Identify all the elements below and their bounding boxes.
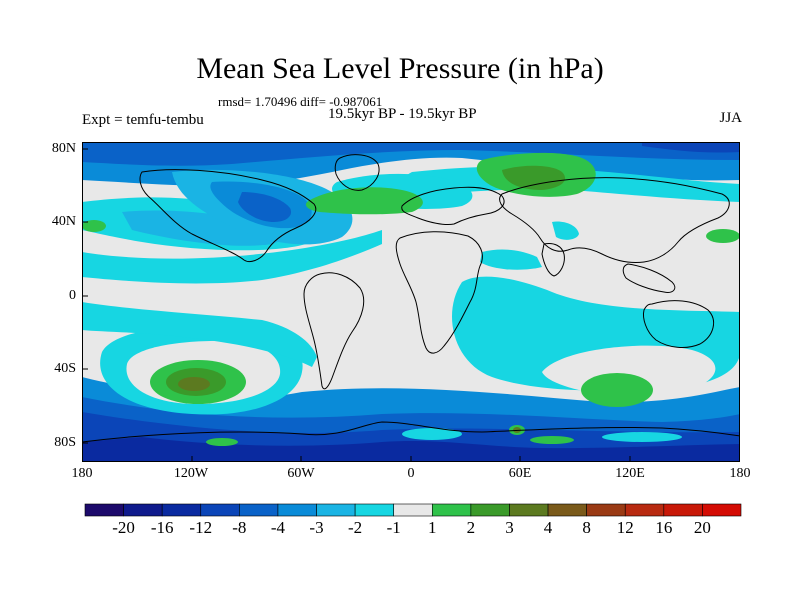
field-north-america-low xyxy=(238,192,292,222)
coastline-south-america xyxy=(303,272,365,390)
lon-tick-label: 0 xyxy=(407,466,415,481)
field-indian-ocean xyxy=(480,249,542,270)
colorbar-label: 16 xyxy=(655,518,673,537)
field-antarctic-coast xyxy=(602,432,682,442)
colorbar-label: -3 xyxy=(309,518,324,537)
colorbar-swatch xyxy=(663,503,703,517)
colorbar-label: -4 xyxy=(270,518,286,537)
colorbar-swatch xyxy=(200,503,240,517)
lat-tick-label: 80N xyxy=(51,141,76,156)
coastlines xyxy=(82,154,740,443)
colorbar-swatch xyxy=(509,503,549,517)
period-text: 19.5kyr BP - 19.5kyr BP xyxy=(328,106,477,122)
high-cell-siberia xyxy=(502,165,566,190)
colorbar-swatch xyxy=(393,503,433,517)
field-antarctic-coast xyxy=(513,427,521,433)
lon-tick-label: 120W xyxy=(173,466,209,481)
colorbar-label: -12 xyxy=(189,518,213,537)
field-arctic xyxy=(642,142,740,153)
colorbar-swatch xyxy=(239,503,279,517)
high-cell-west-pacific xyxy=(706,229,740,243)
colorbar-swatch xyxy=(316,503,356,517)
field-antarctic-coast xyxy=(402,428,462,440)
field-antarctic-coast xyxy=(206,438,238,446)
lon-tick-label: 120E xyxy=(615,466,645,481)
coastline-asia xyxy=(499,177,730,263)
colorbar-swatch xyxy=(84,503,124,517)
colorbar-swatch xyxy=(624,503,665,517)
colorbar-label: 20 xyxy=(693,518,711,537)
colorbar-label: -2 xyxy=(348,518,363,537)
colorbar-label: -16 xyxy=(150,518,174,537)
colorbar-label: 12 xyxy=(616,518,634,537)
colorbar-label: 2 xyxy=(466,518,476,537)
colorbar-swatch xyxy=(354,503,395,517)
lat-tick-label: 80S xyxy=(54,435,76,450)
colorbar-swatch xyxy=(586,503,626,517)
colorbar-swatch xyxy=(547,503,587,517)
colorbar-label: -1 xyxy=(386,518,401,537)
lat-tick-label: 40N xyxy=(51,214,76,229)
field-southern-belt xyxy=(82,437,740,462)
axis-ticks xyxy=(82,148,740,462)
coastline-india xyxy=(541,243,565,277)
field-arabian-sea xyxy=(552,221,579,240)
colorbar-label: 3 xyxy=(505,518,514,537)
high-cell-north-atlantic xyxy=(305,187,423,215)
colorbar-label: 4 xyxy=(543,518,553,537)
field-equatorial-pacific xyxy=(82,230,382,284)
colorbar-label: 8 xyxy=(582,518,591,537)
lat-tick-label: 40S xyxy=(54,361,76,376)
colorbar-swatch xyxy=(277,503,317,517)
colorbar-swatch xyxy=(470,503,510,517)
field-antarctic-coast xyxy=(530,436,574,444)
stats-text: rmsd= 1.70496 diff= -0.987061 xyxy=(218,94,383,109)
lat-tick-label: 0 xyxy=(69,288,76,303)
field-east-pacific xyxy=(82,302,317,367)
coastline-africa xyxy=(395,231,483,354)
field-arctic xyxy=(82,142,740,166)
coastline-greenland xyxy=(334,154,380,191)
colorbar-swatch xyxy=(161,503,202,517)
colorbar-label: -20 xyxy=(112,518,135,537)
colorbar-label: -8 xyxy=(232,518,247,537)
high-cell-east-pacific xyxy=(82,220,106,232)
lon-tick-label: 180 xyxy=(729,466,751,481)
coastline-europe xyxy=(401,186,505,225)
coastline-north-america xyxy=(139,169,317,263)
lon-tick-label: 60W xyxy=(287,466,315,481)
experiment-label: Expt = temfu-tembu xyxy=(82,112,204,128)
coastline-antarctica xyxy=(82,421,740,443)
colorbar-label: 1 xyxy=(428,518,437,537)
colorbar xyxy=(84,503,742,517)
map-title: Mean Sea Level Pressure (in hPa) xyxy=(196,52,604,85)
lon-tick-label: 180 xyxy=(71,466,93,481)
colorbar-swatch xyxy=(702,503,742,517)
season-label: JJA xyxy=(719,110,742,126)
pressure-map xyxy=(82,142,740,462)
coastline-australia xyxy=(643,300,715,348)
colorbar-swatch xyxy=(431,503,472,517)
high-cell-south-indian xyxy=(581,373,653,407)
colorbar-swatch xyxy=(123,503,163,517)
high-cell-south-pacific xyxy=(178,377,210,391)
coastline-southeast-asia xyxy=(622,263,676,293)
lon-tick-label: 60E xyxy=(508,466,532,481)
